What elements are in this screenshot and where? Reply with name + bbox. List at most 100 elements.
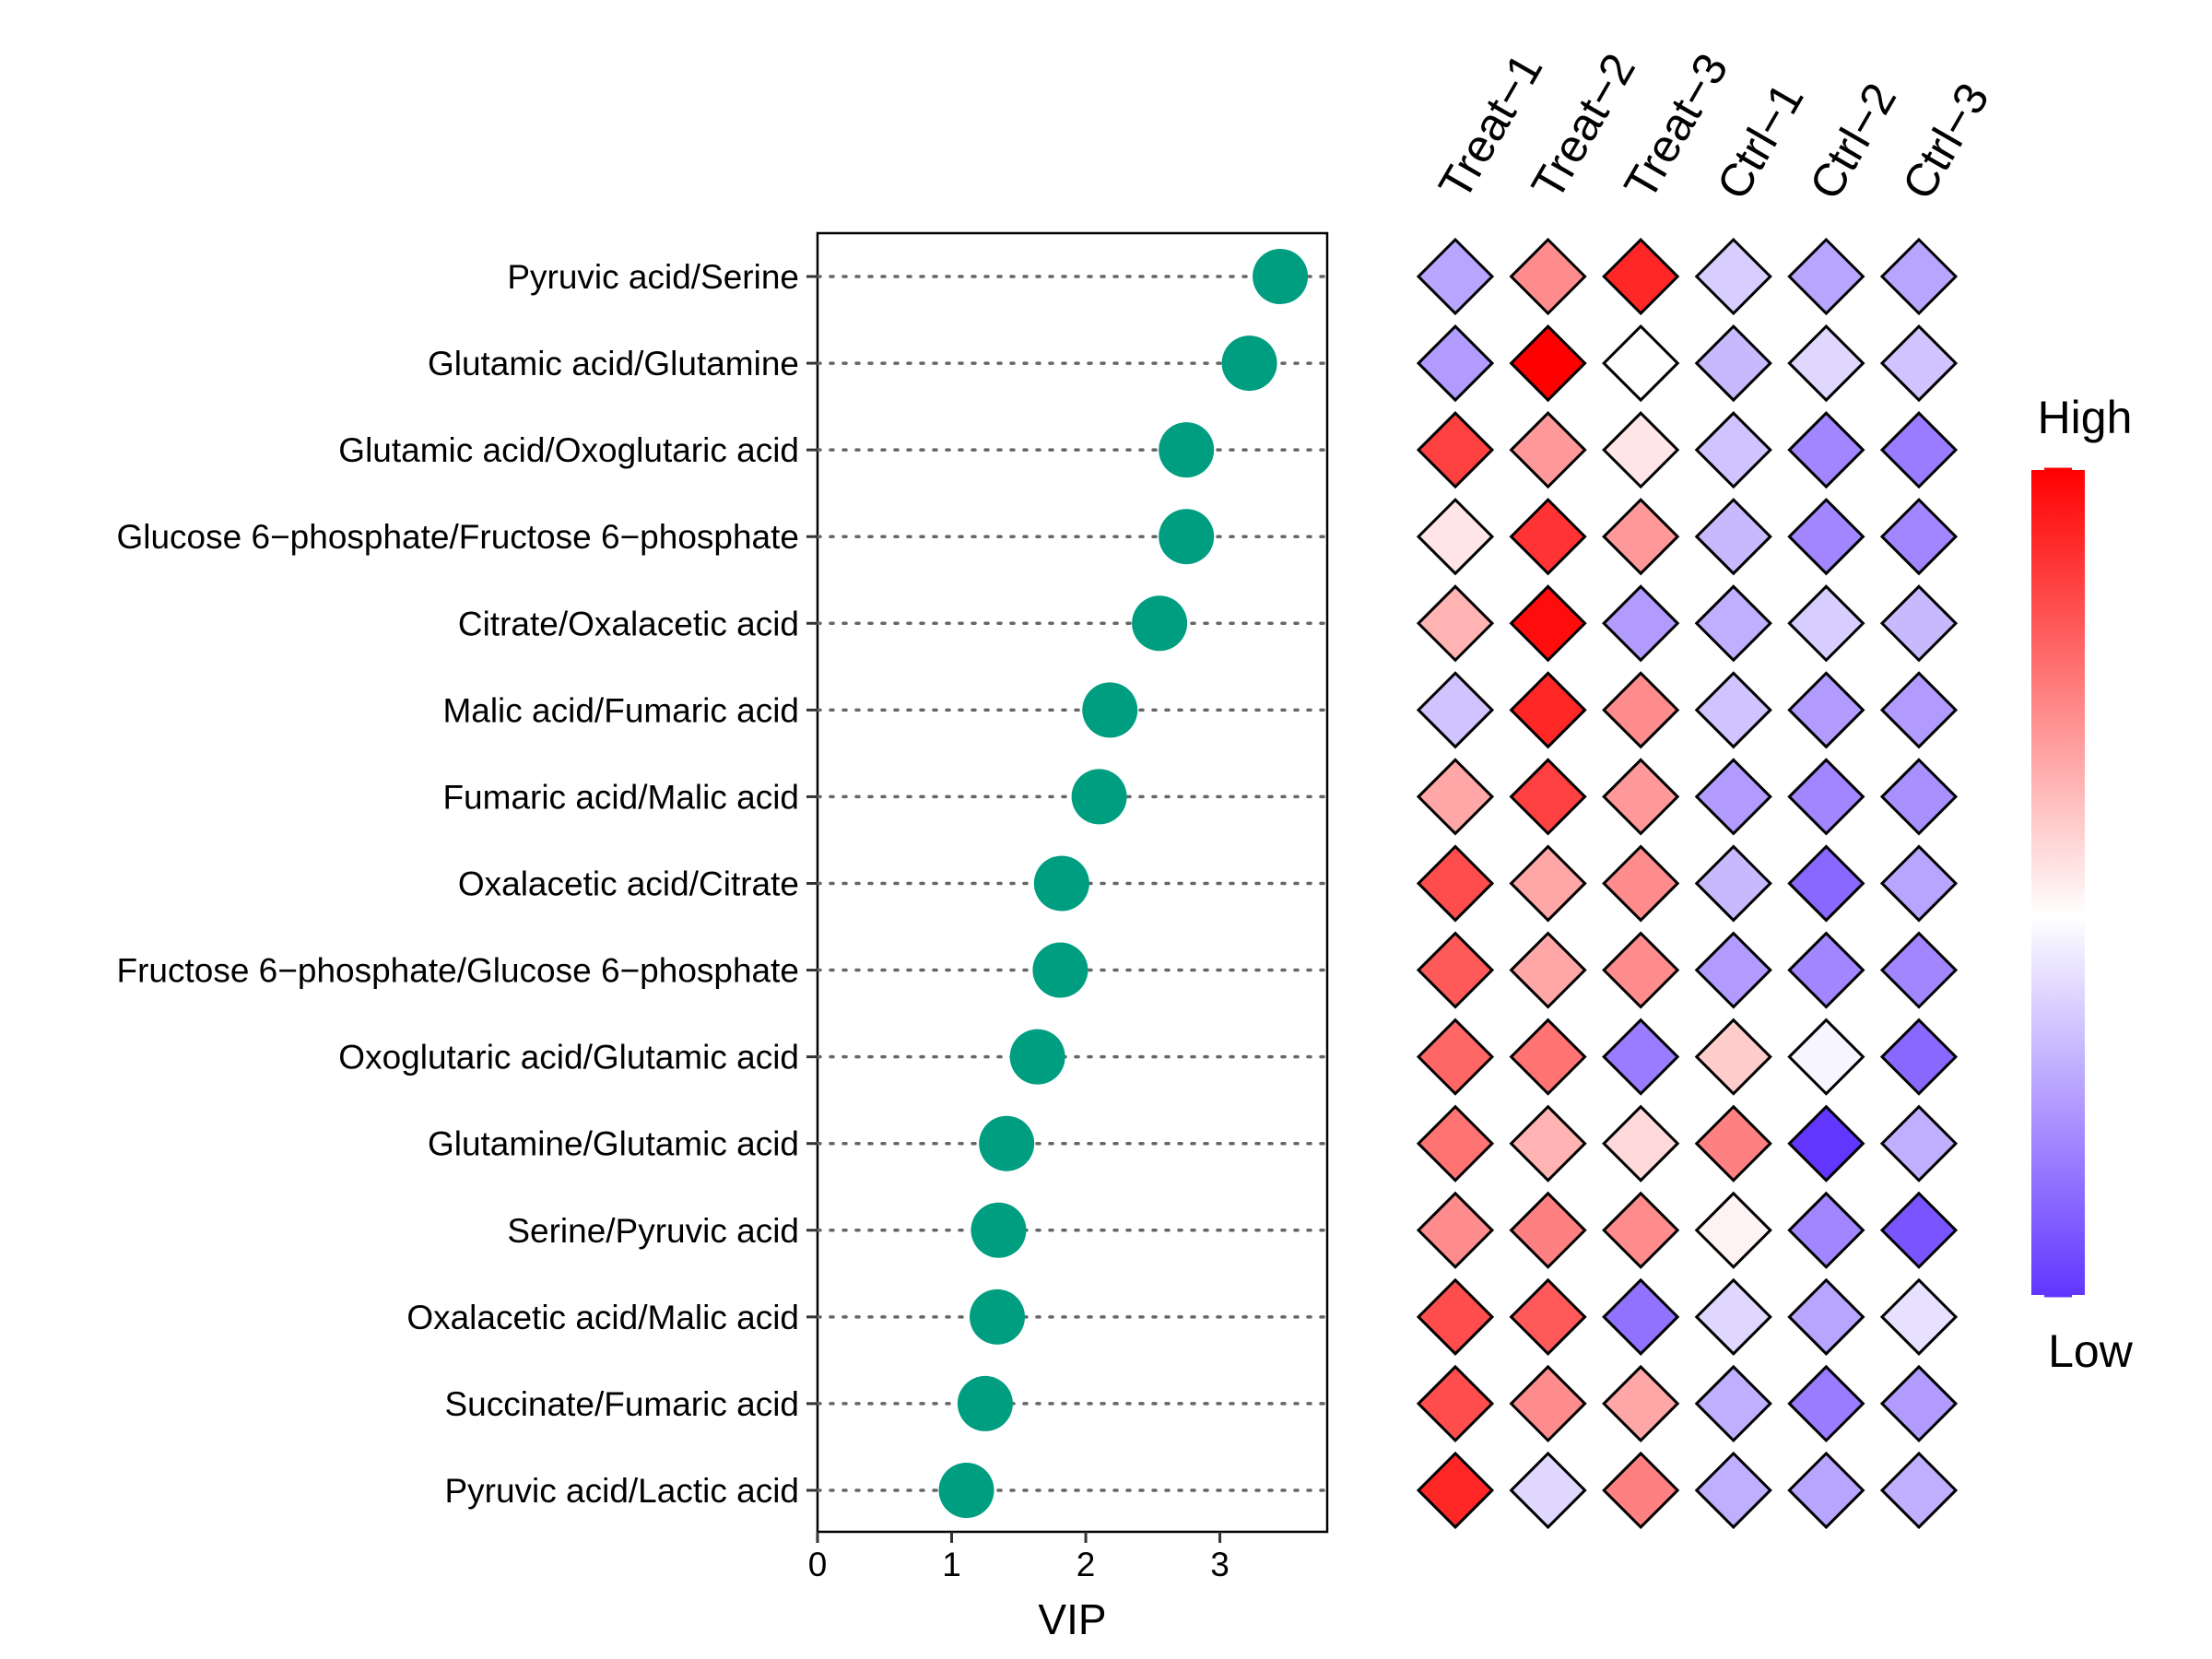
y-category-label: Glutamine/Glutamic acid <box>428 1125 799 1163</box>
heat-cell-diamond <box>1787 758 1865 836</box>
heat-cell-diamond <box>1602 237 1680 316</box>
column-label: Ctrl−3 <box>1892 75 1999 208</box>
heat-cell-diamond <box>1602 411 1680 489</box>
heat-cell-diamond <box>1602 1277 1680 1356</box>
heat-cell-diamond <box>1602 758 1680 836</box>
heat-cell-diamond <box>1879 758 1959 836</box>
vip-point <box>1221 335 1277 392</box>
heat-cell-diamond <box>1602 1191 1680 1269</box>
vip-point <box>1132 595 1188 652</box>
heat-cell-diamond <box>1416 844 1495 923</box>
heat-cell-diamond <box>1787 1018 1865 1096</box>
heat-cell-diamond <box>1509 1018 1587 1096</box>
heat-cell-diamond <box>1509 237 1587 316</box>
heat-cell-diamond <box>1787 1277 1865 1356</box>
y-category-label: Glucose 6−phosphate/Fructose 6−phosphate <box>116 518 799 556</box>
heat-cell-diamond <box>1879 671 1959 749</box>
legend-color-bar <box>2031 470 2085 1295</box>
vip-point <box>1009 1029 1065 1085</box>
y-category-label: Oxalacetic acid/Citrate <box>458 865 799 902</box>
heat-cell-diamond <box>1509 758 1587 836</box>
vip-point <box>1159 422 1215 478</box>
heat-cell-diamond <box>1509 411 1587 489</box>
heat-cell-diamond <box>1879 237 1959 316</box>
heat-cell-diamond <box>1787 324 1865 403</box>
vip-dot-panel: Pyruvic acid/Serine Glutamic acid/Glutami… <box>116 231 1329 1643</box>
heat-cell-diamond <box>1787 844 1865 923</box>
y-category-label: Glutamic acid/Glutamine <box>428 345 799 382</box>
heat-cell-diamond <box>1602 498 1680 576</box>
legend-high-label: High <box>2038 392 2133 443</box>
vip-point <box>1159 509 1215 565</box>
heat-cell-diamond <box>1879 931 1959 1009</box>
heat-cell-diamond <box>1416 931 1495 1009</box>
vip-point <box>957 1375 1013 1431</box>
heat-cell-diamond <box>1416 1104 1495 1182</box>
y-category-label: Oxalacetic acid/Malic acid <box>406 1299 799 1336</box>
heat-cell-diamond <box>1416 1018 1495 1096</box>
y-category-label: Glutamic acid/Oxoglutaric acid <box>338 431 799 469</box>
vip-point <box>938 1462 994 1518</box>
heat-cell-diamond <box>1416 671 1495 749</box>
heat-cell-diamond <box>1509 671 1587 749</box>
heat-cell-diamond <box>1787 1451 1865 1530</box>
heat-cell-diamond <box>1509 1277 1587 1356</box>
heat-cell-diamond <box>1879 324 1959 403</box>
vip-point <box>1071 769 1127 825</box>
heat-cell-diamond <box>1879 1451 1959 1530</box>
heat-cell-diamond <box>1879 1191 1959 1269</box>
vip-point <box>1033 855 1089 912</box>
heat-cell-diamond <box>1509 931 1587 1009</box>
heat-cell-diamond <box>1416 411 1495 489</box>
heat-cell-diamond <box>1416 1191 1495 1269</box>
heat-cell-diamond <box>1879 1364 1959 1443</box>
heat-cell-diamond <box>1694 237 1772 316</box>
vip-point <box>1032 942 1088 998</box>
heat-cell-diamond <box>1787 1191 1865 1269</box>
heat-cell-diamond <box>1787 1104 1865 1182</box>
heat-cell-diamond <box>1602 1104 1680 1182</box>
x-tick-label: 2 <box>1077 1546 1096 1583</box>
x-axis-title: VIP <box>1038 1595 1106 1643</box>
heat-cell-diamond <box>1694 324 1772 403</box>
heat-cell-diamond <box>1602 324 1680 403</box>
y-category-label: Fructose 6−phosphate/Glucose 6−phosphate <box>116 952 799 990</box>
heat-cell-diamond <box>1602 1018 1680 1096</box>
vip-point <box>1082 682 1138 738</box>
color-scale-legend: High Low <box>2031 392 2134 1377</box>
heat-cell-diamond <box>1602 671 1680 749</box>
heat-cell-diamond <box>1509 1451 1587 1530</box>
heat-cell-diamond <box>1879 498 1959 576</box>
vip-point <box>979 1115 1035 1171</box>
legend-low-label: Low <box>2048 1325 2134 1377</box>
heat-cell-diamond <box>1694 1364 1772 1443</box>
heat-cell-diamond <box>1509 1104 1587 1182</box>
y-category-label: Succinate/Fumaric acid <box>444 1385 799 1423</box>
x-tick-label: 1 <box>942 1546 961 1583</box>
heat-cell-diamond <box>1602 1451 1680 1530</box>
heat-cell-diamond <box>1416 1277 1495 1356</box>
y-category-label: Citrate/Oxalacetic acid <box>458 605 799 642</box>
heat-cell-diamond <box>1694 1451 1772 1530</box>
heat-cell-diamond <box>1787 671 1865 749</box>
heat-cell-diamond <box>1509 844 1587 923</box>
heat-cell-diamond <box>1416 1364 1495 1443</box>
heat-cell-diamond <box>1416 758 1495 836</box>
y-category-label: Fumaric acid/Malic acid <box>442 778 799 816</box>
heat-cell-diamond <box>1879 844 1959 923</box>
y-category-label: Pyruvic acid/Serine <box>507 258 799 296</box>
y-category-label: Malic acid/Fumaric acid <box>442 691 799 729</box>
heat-cell-diamond <box>1416 237 1495 316</box>
heat-cell-diamond <box>1787 931 1865 1009</box>
column-label: Ctrl−2 <box>1799 75 1906 208</box>
heat-cell-diamond <box>1787 1364 1865 1443</box>
heat-cell-diamond <box>1787 584 1865 663</box>
heat-cell-diamond <box>1509 498 1587 576</box>
heat-cell-diamond <box>1787 411 1865 489</box>
heat-cell-diamond <box>1509 1364 1587 1443</box>
y-category-label: Serine/Pyruvic acid <box>507 1212 799 1250</box>
heat-cell-diamond <box>1602 844 1680 923</box>
heat-cell-diamond <box>1602 584 1680 663</box>
heat-cell-diamond <box>1787 237 1865 316</box>
